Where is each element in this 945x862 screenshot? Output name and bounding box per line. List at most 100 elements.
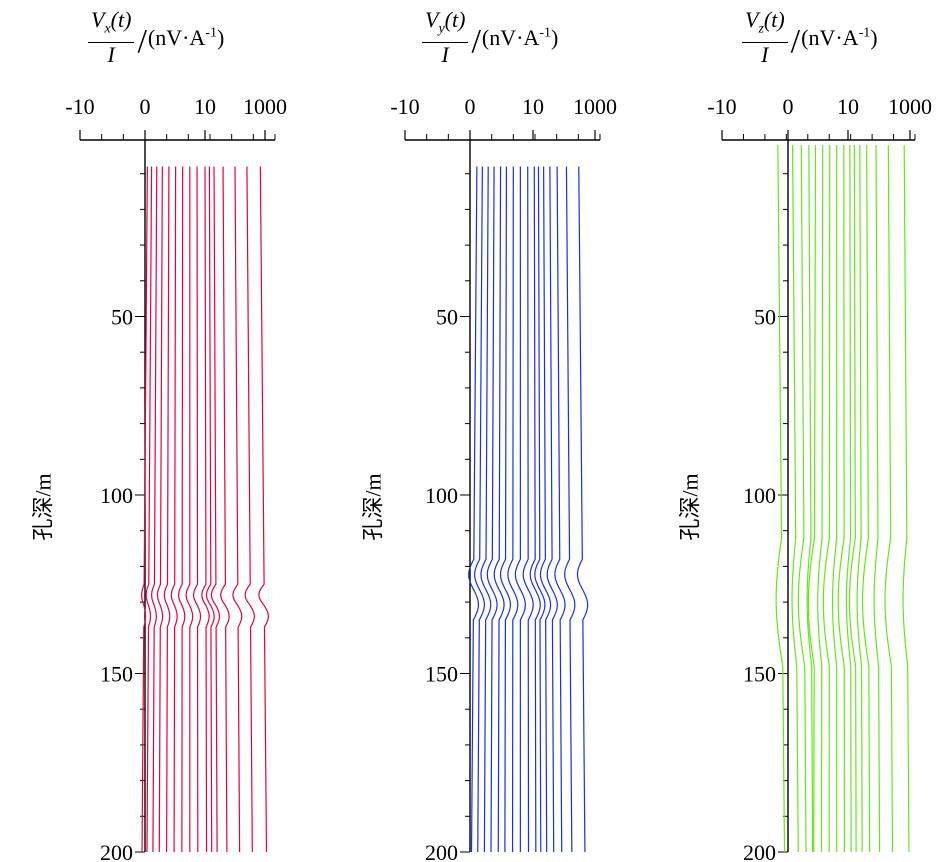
numerator-subscript: x — [104, 21, 111, 37]
x-axis-label: Vy(t) I / (nV·A-1) — [422, 8, 558, 67]
series-line — [564, 166, 576, 853]
series-line — [141, 166, 148, 853]
series-line — [861, 145, 871, 853]
series-line — [156, 166, 164, 853]
series-line — [474, 166, 485, 853]
series-line — [177, 166, 186, 852]
slash: / — [790, 22, 801, 60]
y-tick-label: 100 — [100, 483, 133, 508]
y-tick-label: 200 — [743, 840, 776, 862]
series-line — [546, 166, 558, 853]
denominator: I — [441, 42, 449, 68]
x-tick-label: 1000 — [573, 94, 617, 119]
series-line — [884, 145, 894, 853]
x-tick-label: 1000 — [243, 94, 287, 119]
series-line — [468, 166, 480, 853]
unit-exponent: -1 — [858, 25, 871, 41]
panel-z: -10 0 10 1000 50 100 150 200 — [707, 94, 932, 862]
series-line — [775, 145, 786, 853]
series-line — [522, 166, 534, 853]
x-tick-label: 0 — [465, 94, 476, 119]
numerator: Vz(t) — [742, 7, 788, 44]
series-line — [529, 166, 541, 853]
quantity-fraction: Vx(t) I — [88, 7, 135, 68]
numerator-symbol: V — [91, 7, 105, 32]
denominator: I — [107, 42, 115, 68]
y-tick-label: 50 — [754, 305, 776, 330]
x-tick-label: 10 — [522, 94, 544, 119]
series-line — [902, 145, 910, 853]
unit-base: (nV·A — [801, 24, 859, 50]
series-line — [258, 166, 270, 853]
y-tick-label: 50 — [111, 305, 133, 330]
x-tick-label: -10 — [65, 94, 94, 119]
quantity-fraction: Vz(t) I — [742, 8, 788, 67]
series-line — [244, 166, 255, 853]
series-line — [163, 166, 171, 853]
unit: (nV·A-1) — [801, 25, 877, 51]
y-axis-label: 孔深/m — [360, 473, 386, 541]
numerator-subscript: z — [758, 21, 764, 37]
series-line — [486, 166, 498, 853]
series-line — [205, 166, 215, 853]
numerator-argument: (t) — [444, 7, 466, 32]
series-line — [192, 166, 202, 852]
series-line — [220, 166, 230, 853]
numerator: Vy(t) — [422, 7, 469, 44]
series-line — [831, 145, 838, 852]
series-line — [145, 166, 153, 853]
series-line — [480, 166, 492, 853]
y-tick-label: 200 — [100, 840, 133, 862]
y-tick-label: 150 — [100, 662, 133, 687]
unit-exponent: -1 — [205, 25, 217, 41]
series-line — [150, 166, 158, 853]
series-line — [493, 166, 505, 853]
series-line — [534, 166, 546, 853]
series-line — [514, 166, 526, 852]
series-line — [837, 145, 845, 852]
numerator-symbol: V — [745, 7, 759, 32]
x-tick-label: 0 — [140, 94, 151, 119]
series-line — [807, 145, 817, 853]
unit-close: ) — [551, 24, 559, 50]
numerator: Vx(t) — [88, 7, 135, 44]
series-line — [232, 166, 243, 853]
x-tick-label: 1000 — [888, 94, 932, 119]
x-tick-label: 0 — [783, 94, 794, 119]
series-line — [873, 145, 881, 853]
series-line — [817, 145, 824, 853]
numerator-symbol: V — [425, 7, 439, 32]
unit-close: ) — [870, 24, 878, 50]
unit-exponent: -1 — [539, 25, 551, 41]
unit-base: (nV·A — [147, 24, 206, 50]
series-line — [507, 166, 519, 852]
quantity-fraction: Vy(t) I — [422, 7, 469, 68]
series-line — [170, 166, 178, 852]
slash: / — [137, 22, 147, 60]
y-axis-label: 孔深/m — [677, 473, 703, 541]
panel-y: -10 0 10 1000 50 100 150 200 — [390, 94, 617, 862]
series-line — [806, 145, 814, 853]
x-axis-label: Vz(t) I / (nV·A-1) — [742, 8, 878, 67]
series-line — [201, 166, 210, 853]
series-line — [797, 145, 807, 853]
series-line — [499, 166, 512, 852]
unit-base: (nV·A — [481, 24, 540, 50]
series-line — [554, 166, 566, 853]
numerator-argument: (t) — [110, 7, 132, 32]
numerator-subscript: y — [438, 21, 445, 37]
x-tick-label: -10 — [390, 94, 419, 119]
y-tick-label: 50 — [436, 305, 458, 330]
series-line — [210, 166, 221, 853]
y-tick-label: 150 — [743, 662, 776, 687]
x-tick-label: 10 — [194, 94, 216, 119]
y-axis-label: 孔深/m — [30, 473, 56, 541]
x-tick-label: -10 — [707, 94, 736, 119]
x-tick-label: 10 — [837, 94, 859, 119]
numerator-argument: (t) — [763, 7, 785, 32]
y-tick-label: 100 — [743, 483, 776, 508]
y-tick-label: 150 — [425, 662, 458, 687]
series-line — [185, 166, 194, 852]
series-line — [845, 145, 852, 853]
